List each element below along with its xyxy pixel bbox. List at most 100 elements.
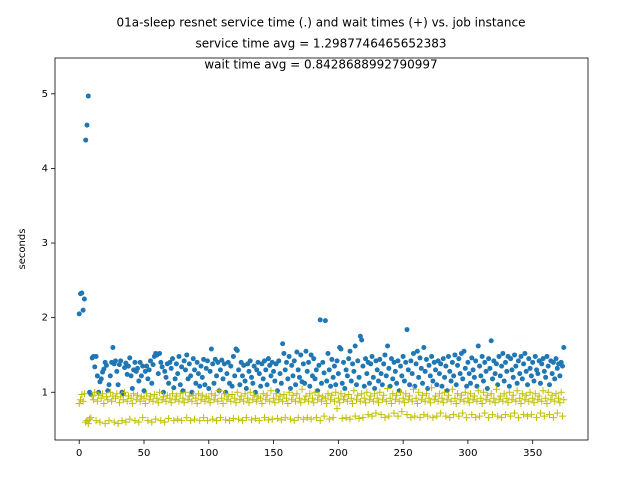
service-point: [177, 382, 183, 388]
wait-point: [290, 417, 298, 425]
service-point: [203, 365, 209, 371]
service-point: [140, 363, 146, 369]
service-point: [487, 365, 493, 371]
x-tick-label: 150: [264, 448, 283, 459]
wait-point: [198, 391, 206, 399]
wait-point: [437, 409, 445, 417]
wait-point: [375, 399, 383, 407]
service-point: [431, 359, 437, 365]
wait-point: [472, 414, 480, 422]
service-point: [141, 388, 147, 394]
service-point: [496, 353, 502, 359]
service-point: [113, 358, 119, 364]
service-point: [366, 380, 372, 386]
service-point: [344, 373, 350, 379]
service-point: [493, 361, 499, 367]
service-point: [434, 382, 440, 388]
service-point: [465, 359, 471, 365]
wait-point: [454, 390, 462, 398]
wait-point: [505, 388, 513, 396]
wait-point: [364, 411, 372, 419]
service-point: [319, 380, 324, 386]
service-point: [142, 368, 148, 374]
x-tick-label: 250: [394, 448, 413, 459]
service-point: [453, 382, 459, 388]
service-point: [422, 368, 428, 374]
service-point: [480, 378, 486, 384]
service-point: [228, 363, 234, 369]
service-point: [81, 296, 87, 302]
service-point: [186, 361, 192, 367]
service-point: [522, 350, 528, 356]
service-point: [460, 376, 466, 382]
wait-point: [273, 414, 281, 422]
service-point: [407, 382, 413, 388]
y-tick-label: 4: [42, 163, 48, 174]
service-point: [202, 382, 208, 388]
service-point: [211, 380, 217, 386]
wait-point: [102, 393, 110, 401]
wait-point: [170, 417, 178, 425]
wait-point: [121, 388, 129, 396]
service-point: [351, 368, 357, 374]
wait-point: [308, 394, 316, 402]
service-point: [381, 361, 387, 367]
service-point: [106, 382, 112, 388]
service-point: [118, 358, 124, 364]
service-point: [404, 327, 410, 333]
chart-subtitle: service time avg = 1.2987746465652383: [195, 37, 446, 51]
wait-point: [180, 399, 188, 407]
service-point: [514, 380, 520, 386]
wait-point: [231, 394, 239, 402]
wait-point: [134, 391, 142, 399]
service-point: [284, 359, 290, 365]
wait-point: [373, 394, 381, 402]
service-point: [210, 361, 216, 367]
service-point: [368, 361, 374, 367]
service-point: [497, 373, 503, 379]
wait-point: [380, 391, 388, 399]
wait-point: [135, 418, 143, 426]
wait-point: [258, 399, 266, 407]
service-point: [449, 359, 455, 365]
wait-point: [514, 414, 522, 422]
service-point: [433, 367, 439, 373]
wait-point: [152, 415, 160, 423]
service-point: [239, 373, 245, 379]
wait-point: [547, 396, 555, 404]
wait-point: [288, 396, 296, 404]
service-point: [547, 382, 553, 388]
wait-point: [384, 385, 392, 393]
wait-point: [286, 415, 294, 423]
service-point: [528, 373, 534, 379]
service-point: [442, 374, 448, 380]
service-point: [206, 386, 212, 392]
wait-point: [406, 392, 414, 400]
wait-point: [176, 390, 184, 398]
service-point: [321, 370, 327, 376]
service-point: [541, 368, 547, 374]
service-point: [166, 380, 172, 386]
wait-point: [417, 396, 425, 404]
service-point: [303, 348, 309, 354]
wait-point: [136, 397, 144, 405]
service-point: [168, 365, 174, 371]
service-point: [271, 368, 277, 374]
service-point: [146, 367, 152, 373]
wait-point: [386, 394, 394, 402]
x-tick-label: 350: [523, 448, 542, 459]
wait-point: [276, 392, 284, 400]
wait-point: [407, 414, 415, 422]
service-point: [499, 363, 505, 369]
wait-point: [144, 417, 152, 425]
wait-point: [460, 397, 468, 405]
service-point: [182, 367, 188, 373]
wait-point: [355, 414, 363, 422]
wait-point: [452, 399, 460, 407]
wait-point: [369, 397, 377, 405]
x-tick-label: 100: [199, 448, 218, 459]
wait-point: [325, 415, 333, 423]
service-point: [171, 385, 177, 391]
service-point: [471, 374, 477, 380]
